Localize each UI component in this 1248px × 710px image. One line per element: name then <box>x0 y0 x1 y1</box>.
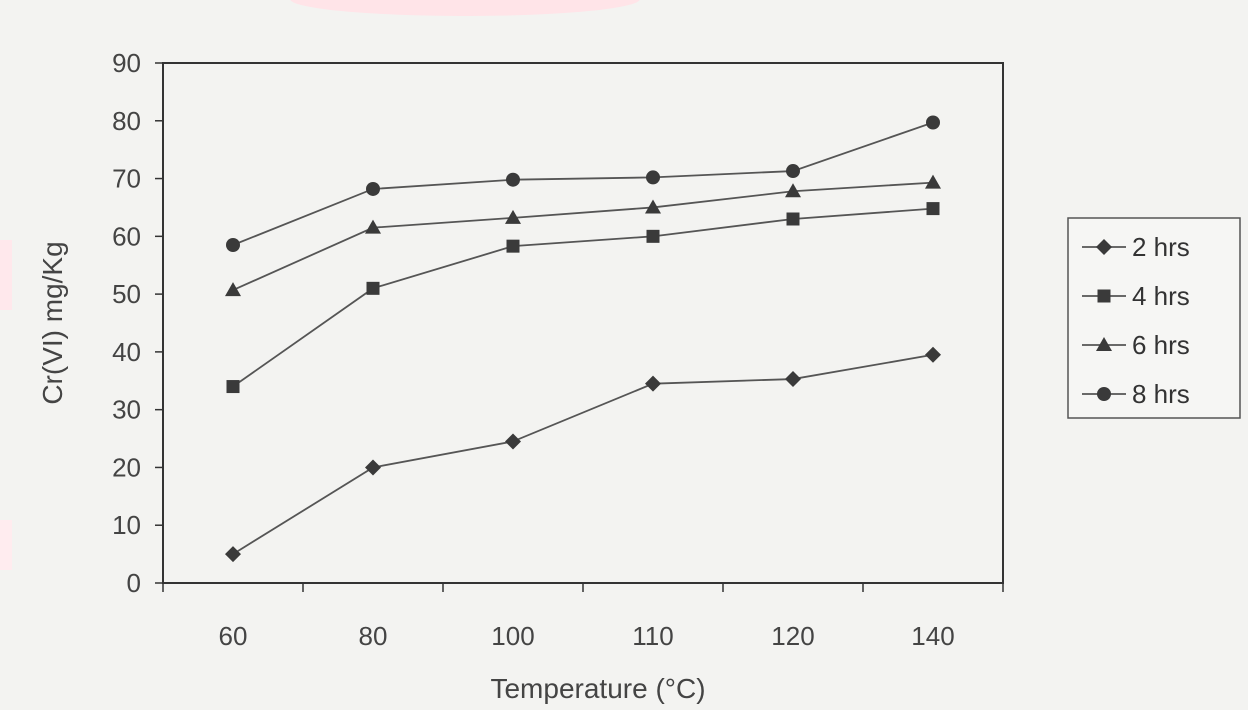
x-axis: 60 80 100 110 120 140 <box>162 583 1004 651</box>
data-point <box>925 174 941 189</box>
legend-label: 6 hrs <box>1132 330 1190 360</box>
legend-entry: 6 hrs <box>1082 330 1190 360</box>
x-tick-label: 120 <box>771 621 814 651</box>
legend-marker <box>1097 289 1111 303</box>
data-point <box>505 433 521 450</box>
series-circle <box>226 115 940 252</box>
data-point <box>226 380 240 394</box>
data-point <box>646 170 660 185</box>
data-point <box>225 546 241 563</box>
data-point <box>366 281 380 295</box>
data-point <box>226 238 240 252</box>
series-diamond <box>225 346 941 563</box>
data-point <box>506 172 520 187</box>
data-point <box>786 164 800 179</box>
x-tick-label: 100 <box>491 621 534 651</box>
data-point <box>785 183 801 198</box>
series-layer <box>225 115 941 563</box>
y-tick-label: 10 <box>112 510 141 540</box>
data-point <box>926 202 940 216</box>
legend-marker <box>1096 239 1112 255</box>
series-line <box>232 353 934 555</box>
y-tick-label: 80 <box>112 106 141 136</box>
data-point <box>785 371 801 388</box>
series-line <box>232 121 934 246</box>
legend-marker <box>1096 337 1112 351</box>
data-point <box>646 229 660 243</box>
data-point <box>365 219 381 234</box>
legend-label: 2 hrs <box>1132 232 1190 262</box>
y-tick-label: 50 <box>112 279 141 309</box>
y-tick-label: 40 <box>112 337 141 367</box>
legend: 2 hrs 4 hrs 6 hrs 8 hrs <box>1067 217 1241 419</box>
y-tick-label: 20 <box>112 452 141 482</box>
scan-artifact <box>0 520 12 570</box>
y-tick-label: 60 <box>112 221 141 251</box>
x-tick-label: 140 <box>911 621 954 651</box>
scan-artifact <box>290 0 640 16</box>
legend-marker <box>1097 387 1111 401</box>
data-point <box>925 346 941 363</box>
data-point <box>645 375 661 392</box>
y-tick-label: 0 <box>127 568 141 598</box>
series-line <box>232 207 934 388</box>
series-square <box>226 202 940 394</box>
data-point <box>506 239 520 253</box>
legend-entry: 4 hrs <box>1082 281 1190 311</box>
series-line <box>232 181 934 291</box>
x-tick-label: 60 <box>219 621 248 651</box>
data-point <box>926 115 940 130</box>
legend-box <box>1067 217 1241 419</box>
scan-artifact <box>0 240 12 310</box>
data-point <box>365 459 381 476</box>
x-axis-title: Temperature (°C) <box>490 673 705 704</box>
y-tick-label: 90 <box>112 48 141 78</box>
series-triangle <box>225 174 941 297</box>
legend-entry: 2 hrs <box>1082 232 1190 262</box>
legend-label: 4 hrs <box>1132 281 1190 311</box>
x-tick-label: 110 <box>632 621 673 651</box>
legend-label: 8 hrs <box>1132 379 1190 409</box>
y-tick-label: 30 <box>112 395 141 425</box>
y-axis-title: Cr(VI) mg/Kg <box>37 241 68 404</box>
data-point <box>366 181 380 196</box>
data-point <box>645 199 661 214</box>
legend-entry: 8 hrs <box>1082 379 1190 409</box>
y-axis: 0 10 20 30 40 50 60 70 80 90 <box>112 48 163 598</box>
data-point <box>225 282 241 297</box>
data-point <box>505 209 521 224</box>
data-point <box>786 212 800 226</box>
x-tick-label: 80 <box>359 621 388 651</box>
y-tick-label: 70 <box>112 164 141 194</box>
